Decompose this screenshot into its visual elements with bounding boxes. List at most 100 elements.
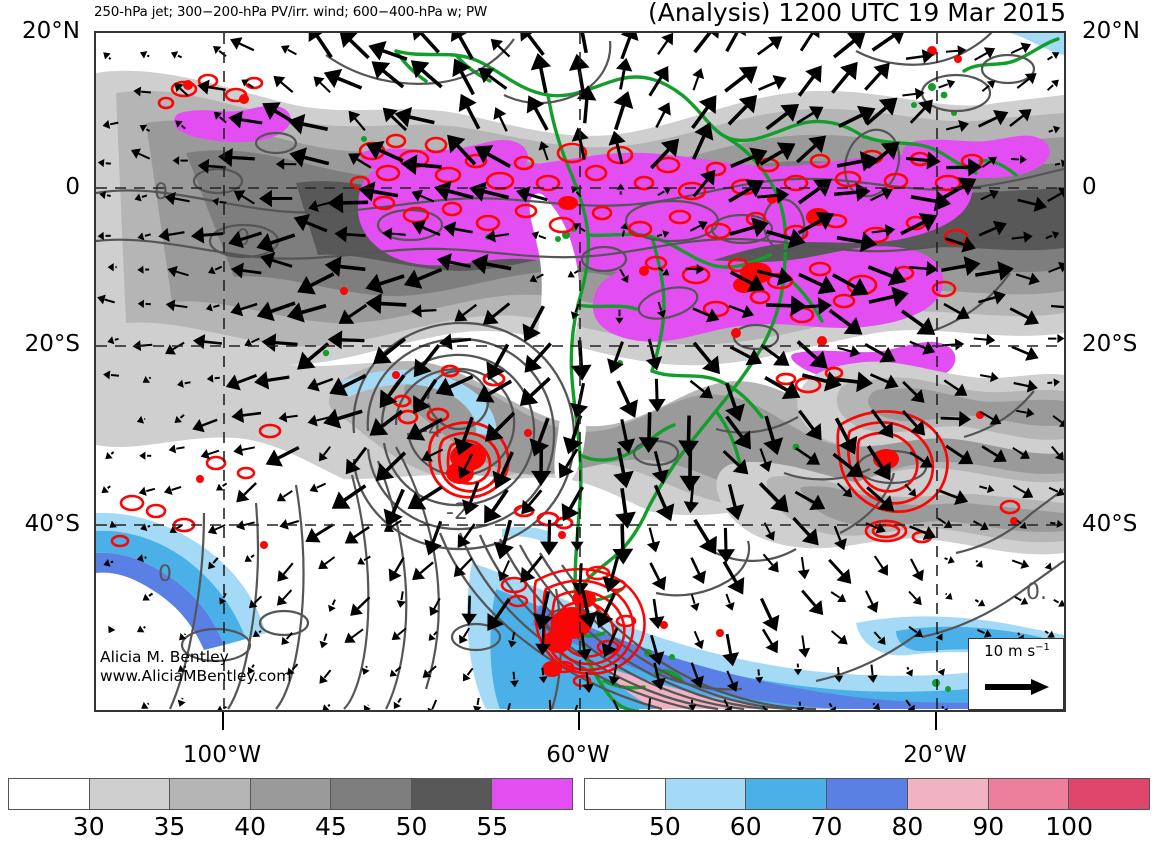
wind-vector-shaft	[514, 672, 515, 680]
colorbar-segment	[908, 779, 989, 809]
wind-vector-shaft	[872, 665, 873, 676]
y-axis-label-40s-left: 40°S	[0, 511, 80, 537]
x-axis-label-20w: 20°W	[870, 742, 1000, 768]
wind-vector-shaft	[328, 705, 330, 707]
wind-vector-shaft	[259, 631, 261, 632]
y-axis-label-0-left: 0	[0, 174, 80, 200]
wind-vector-shaft	[149, 377, 151, 378]
wind-vector-shaft	[185, 382, 191, 383]
y-axis-label-20n-right: 20°N	[1082, 18, 1140, 44]
wind-vector-shaft	[838, 667, 839, 675]
wind-vector-shaft	[220, 202, 226, 203]
colorbar-segment	[666, 779, 747, 809]
jet-colorbar-ticks: 50 60 70 80 90 100	[584, 812, 1150, 840]
y-axis-label-20s-right: 20°S	[1082, 331, 1137, 357]
colorbar-tick-label: 80	[892, 812, 924, 841]
pw-colorbar-ticks: 30 35 40 45 50 55	[8, 812, 573, 840]
chart-title-left: 250-hPa jet; 300−200-hPa PV/irr. wind; 6…	[94, 4, 487, 20]
wind-vector-shaft	[148, 526, 150, 527]
wind-vector-head	[797, 707, 803, 710]
wind-vector-shaft	[115, 339, 119, 340]
x-major-tick-20w	[935, 712, 937, 730]
wind-vector-shaft	[111, 375, 119, 376]
x-major-tick-60w	[578, 712, 580, 730]
x-axis-label-100w: 100°W	[152, 742, 292, 768]
colorbar-segment	[1069, 779, 1149, 809]
author-name: Alicia M. Bentley	[100, 648, 291, 667]
wind-vector-shaft	[1049, 130, 1053, 132]
colorbar-tick-label: 70	[811, 812, 843, 841]
wind-vector-shaft	[366, 666, 367, 668]
colorbar-tick-label: 35	[154, 812, 186, 841]
colorbar-segment	[746, 779, 827, 809]
map-canvas: 0 0 -4 -2 0 0.	[96, 33, 1064, 710]
contour-label-0: 0	[154, 180, 168, 205]
contour-label-0d: 0.	[1026, 580, 1047, 605]
wind-vector-shaft	[550, 700, 551, 710]
wind-vector-shaft	[946, 51, 958, 52]
pw-colorbar	[8, 778, 573, 810]
colorbar-tick-label: 60	[730, 812, 762, 841]
y-axis-label-40s-right: 40°S	[1082, 511, 1137, 537]
y-axis-label-20s-left: 20°S	[0, 331, 80, 357]
colorbar-segment	[827, 779, 908, 809]
wind-vector-shaft	[686, 269, 697, 270]
wind-vector-shaft	[419, 310, 436, 311]
wind-vector-shaft	[390, 234, 406, 235]
colorbar-segment	[585, 779, 666, 809]
wind-vector-shaft	[946, 594, 947, 595]
colorbar-segment	[492, 779, 572, 809]
wind-vector-shaft	[1018, 633, 1019, 635]
wind-vector-shaft	[109, 58, 111, 60]
colorbar-tick-label: 50	[649, 812, 681, 841]
wind-vector-key: 10 m s−1	[968, 638, 1064, 710]
author-site: www.AliciaMBentley.com	[100, 667, 291, 686]
right-arrow-icon	[983, 677, 1051, 697]
colorbar-segment	[989, 779, 1070, 809]
x-major-tick-100w	[222, 712, 224, 730]
colorbar-segment	[9, 779, 90, 809]
colorbar-segment	[412, 779, 493, 809]
chart-title-right: (Analysis) 1200 UTC 19 Mar 2015	[620, 0, 1066, 27]
colorbar-tick-label: 50	[396, 812, 428, 841]
y-axis-label-20n-left: 20°N	[0, 18, 80, 44]
y-axis-label-0-right: 0	[1082, 174, 1097, 200]
wind-vector-shaft	[401, 591, 402, 600]
wind-vector-shaft	[976, 561, 977, 562]
colorbar-tick-label: 40	[234, 812, 266, 841]
wind-vector-shaft	[945, 558, 948, 559]
wind-vector-shaft	[182, 698, 183, 699]
attribution-block: Alicia M. Bentley www.AliciaMBentley.com	[100, 648, 291, 686]
x-axis-label-60w: 60°W	[513, 742, 643, 768]
wind-vector-shaft	[148, 703, 149, 704]
wind-vector-shaft	[942, 706, 943, 708]
wind-vector-shaft	[478, 698, 479, 705]
jet-colorbar	[584, 778, 1150, 810]
wind-vector-shaft	[141, 92, 151, 93]
wind-vector-shaft	[623, 230, 624, 236]
wind-vector-shaft	[215, 378, 220, 379]
wind-vector-shaft	[758, 669, 759, 675]
colorbar-segment	[331, 779, 412, 809]
colorbar-segment	[170, 779, 251, 809]
colorbar-tick-label: 45	[315, 812, 347, 841]
colorbar-segment	[251, 779, 332, 809]
wind-vector-key-label: 10 m s−1	[969, 642, 1065, 660]
wind-vector-shaft	[873, 703, 874, 704]
colorbar-tick-label: 30	[73, 812, 105, 841]
colorbar-segment	[90, 779, 171, 809]
wind-vector-shaft	[144, 627, 146, 628]
wind-vector-shaft	[107, 195, 111, 196]
wind-vector-shaft	[1055, 164, 1060, 165]
map-panel: 0 0 -4 -2 0 0.	[94, 31, 1066, 712]
wind-vector-shaft	[185, 634, 186, 635]
colorbar-tick-label: 100	[1045, 812, 1093, 841]
colorbar-tick-label: 90	[972, 812, 1004, 841]
wind-vector-shaft	[147, 56, 149, 57]
colorbar-tick-label: 55	[476, 812, 508, 841]
contour-label-0c: 0	[158, 562, 172, 587]
wind-vector-shaft	[1050, 523, 1055, 524]
